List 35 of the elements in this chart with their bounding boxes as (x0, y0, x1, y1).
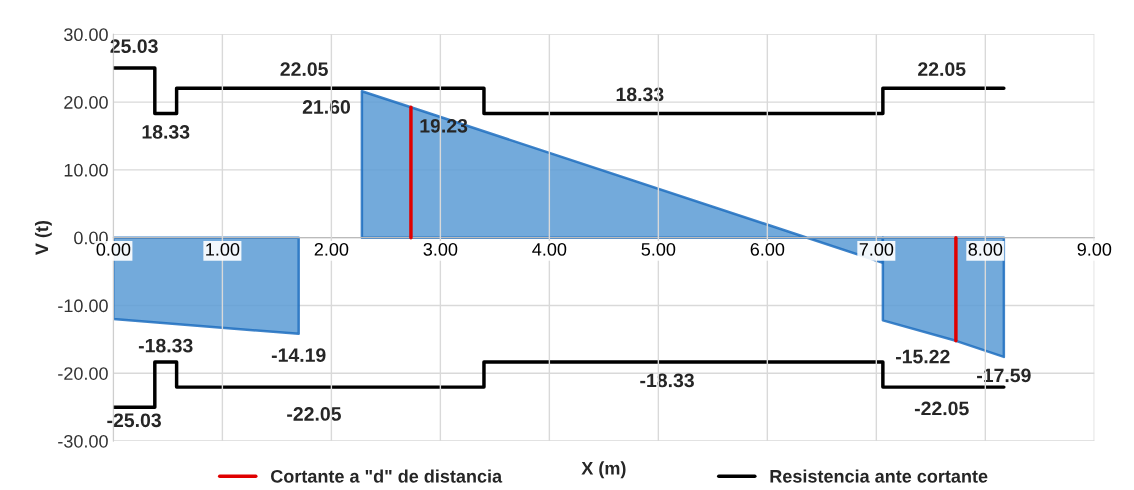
x-axis-title: X (m) (581, 461, 626, 479)
annotation: -15.22 (895, 349, 950, 364)
y-tick-label: -10.00 (58, 299, 108, 313)
annotation: 25.03 (110, 39, 158, 54)
y-tick-label: -20.00 (58, 367, 108, 380)
legend-label: Cortante a "d" de distancia (270, 469, 503, 483)
annotation: -17.59 (977, 368, 1031, 383)
annotation: -22.05 (914, 401, 969, 416)
x-tick-label: 8.00 (968, 242, 1003, 256)
annotation: -18.33 (640, 373, 694, 388)
x-tick-label: 3.00 (423, 242, 458, 256)
x-tick-label: 5.00 (641, 242, 676, 256)
x-tick-label: 9.00 (1077, 242, 1112, 256)
annotation: 18.33 (142, 125, 190, 139)
y-tick-label: 10.00 (64, 163, 108, 177)
x-tick-label: 0.00 (96, 242, 131, 256)
x-tick-label: 4.00 (532, 242, 567, 256)
annotation: 22.05 (918, 62, 966, 77)
x-tick-label: 1.00 (206, 242, 240, 256)
annotation: -18.33 (138, 338, 193, 353)
annotation: 21.60 (302, 100, 350, 114)
x-tick-label: 2.00 (314, 242, 349, 256)
annotation: 22.05 (280, 62, 328, 77)
y-tick-label: -30.00 (58, 434, 108, 448)
annotation: -14.19 (271, 348, 326, 363)
y-tick-label: 20.00 (64, 96, 108, 109)
legend-label: Resistencia ante cortante (770, 469, 988, 483)
annotation: -22.05 (287, 407, 341, 421)
annotation: -25.03 (107, 413, 161, 428)
y-axis-title: V (t) (34, 221, 52, 256)
annotation: 18.33 (616, 87, 664, 102)
x-tick-label: 7.00 (859, 242, 894, 256)
y-tick-label: 0.00 (74, 231, 108, 245)
x-tick-label: 6.00 (750, 242, 785, 256)
y-tick-label: 30.00 (64, 28, 108, 42)
